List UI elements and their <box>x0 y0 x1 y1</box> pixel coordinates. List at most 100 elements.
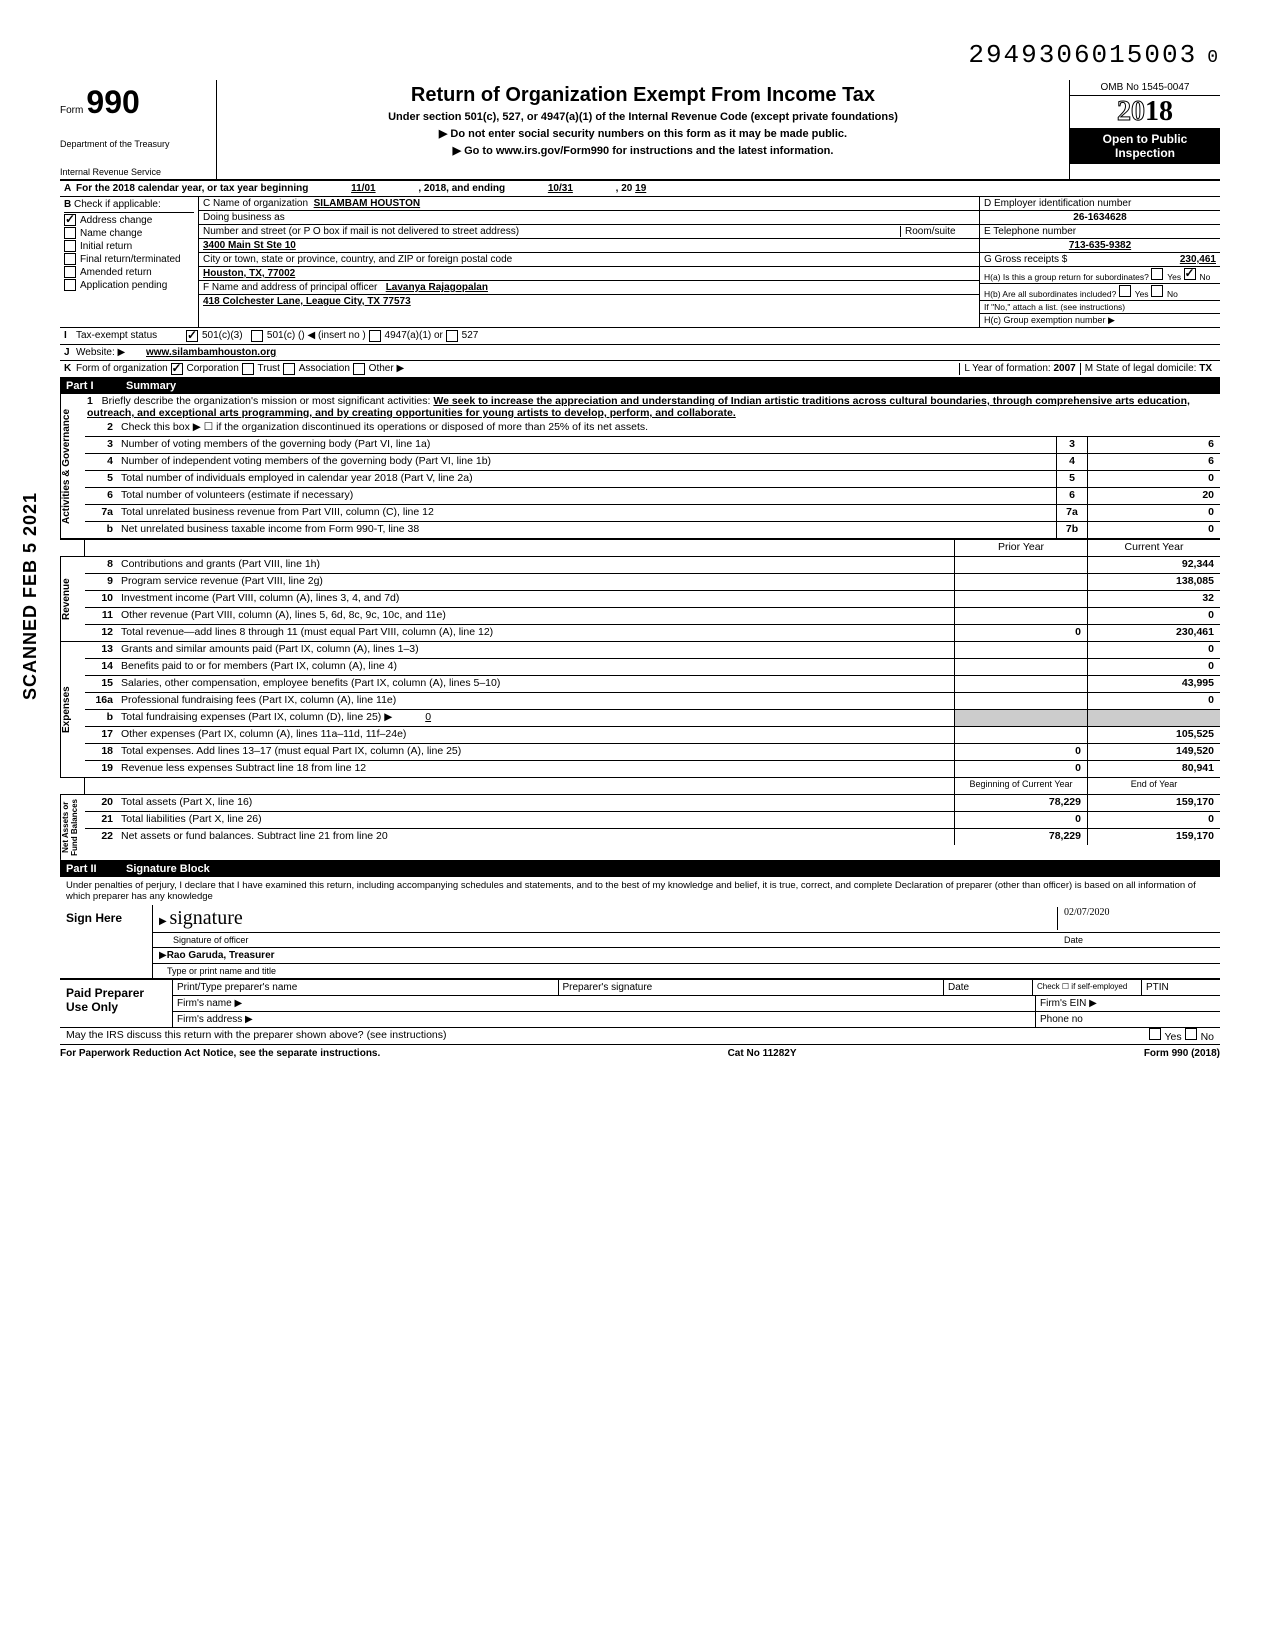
city-label: City or town, state or province, country… <box>199 253 979 267</box>
may-irs-no[interactable] <box>1185 1028 1197 1040</box>
val-18c: 149,520 <box>1087 744 1220 760</box>
ha-label: H(a) Is this a group return for subordin… <box>984 272 1149 282</box>
street-address: 3400 Main St Ste 10 <box>199 239 979 253</box>
cb-other[interactable] <box>353 363 365 375</box>
cb-501c3[interactable] <box>186 330 198 342</box>
may-irs-yes[interactable] <box>1149 1028 1161 1040</box>
section-expenses: Expenses 13Grants and similar amounts pa… <box>60 642 1220 778</box>
val-13c: 0 <box>1087 642 1220 658</box>
dom-value: TX <box>1199 363 1212 374</box>
form-number: 990 <box>86 84 139 120</box>
lbl-501c: 501(c) ( <box>267 330 301 342</box>
cb-assoc[interactable] <box>283 363 295 375</box>
tel-label: E Telephone number <box>980 225 1220 239</box>
line-12: Total revenue—add lines 8 through 11 (mu… <box>119 625 954 641</box>
line-22: Net assets or fund balances. Subtract li… <box>119 829 954 845</box>
cb-501c[interactable] <box>251 330 263 342</box>
line-14: Benefits paid to or for members (Part IX… <box>119 659 954 675</box>
line-16a: Professional fundraising fees (Part IX, … <box>119 693 954 709</box>
line-20: Total assets (Part X, line 16) <box>119 795 954 811</box>
val-19p: 0 <box>954 761 1087 777</box>
cb-trust[interactable] <box>242 363 254 375</box>
section-net-assets: Net Assets orFund Balances 20Total asset… <box>60 795 1220 861</box>
cb-4947[interactable] <box>369 330 381 342</box>
firm-phone-label: Phone no <box>1036 1012 1220 1027</box>
may-irs-text: May the IRS discuss this return with the… <box>60 1028 1094 1044</box>
yof-label: L Year of formation: <box>964 363 1050 374</box>
val-10p <box>954 591 1087 607</box>
yof-value: 2007 <box>1053 363 1075 374</box>
vtab-expenses: Expenses <box>60 642 85 777</box>
room-label: Room/suite <box>900 226 975 237</box>
hno-text: If "No," attach a list. (see instruction… <box>980 301 1220 314</box>
line-16b: Total fundraising expenses (Part IX, col… <box>121 711 392 723</box>
cb-corp[interactable] <box>171 363 183 375</box>
line-10: Investment income (Part VIII, column (A)… <box>119 591 954 607</box>
form-title-block: Return of Organization Exempt From Incom… <box>217 80 1070 179</box>
checkbox-pending[interactable] <box>64 279 76 291</box>
val-19c: 80,941 <box>1087 761 1220 777</box>
doc-number-suffix: 0 <box>1207 48 1220 68</box>
hb-label: H(b) Are all subordinates included? <box>984 289 1116 299</box>
gross-value: 230,461 <box>1180 254 1216 265</box>
checkbox-name-change[interactable] <box>64 227 76 239</box>
val-6: 20 <box>1087 488 1220 504</box>
hdr-begin-year: Beginning of Current Year <box>954 778 1087 794</box>
preparer-header: Paid Preparer Use Only <box>60 980 173 1027</box>
line-5: Total number of individuals employed in … <box>119 471 1056 487</box>
dept-treasury: Department of the Treasury <box>60 139 210 149</box>
sig-date: 02/07/2020 <box>1057 907 1214 930</box>
tax-year-begin: 11/01 <box>311 183 415 194</box>
form-label: Form <box>60 105 83 116</box>
hb-no[interactable] <box>1151 285 1163 297</box>
omb-number: OMB No 1545-0047 <box>1070 80 1220 96</box>
val-8p <box>954 557 1087 573</box>
val-20b: 78,229 <box>954 795 1087 811</box>
firm-name-label: Firm's name ▶ <box>173 996 1036 1011</box>
lbl-initial-return: Initial return <box>80 241 132 252</box>
part-2-title: Signature Block <box>126 863 210 875</box>
val-18p: 0 <box>954 744 1087 760</box>
signature-block: Under penalties of perjury, I declare th… <box>60 877 1220 979</box>
val-17c: 105,525 <box>1087 727 1220 743</box>
prep-ptin-label: PTIN <box>1142 980 1220 995</box>
cb-527[interactable] <box>446 330 458 342</box>
mission-label: Briefly describe the organization's miss… <box>102 395 431 407</box>
prep-self-employed: Check ☐ if self-employed <box>1033 980 1142 995</box>
val-4: 6 <box>1087 454 1220 470</box>
val-11p <box>954 608 1087 624</box>
footer-row: For Paperwork Reduction Act Notice, see … <box>60 1045 1220 1062</box>
val-10c: 32 <box>1087 591 1220 607</box>
ha-yes[interactable] <box>1151 268 1163 280</box>
printed-name-label: Type or print name and title <box>153 964 1220 978</box>
col-b-header: Check if applicable: <box>74 199 161 210</box>
val-16ac: 0 <box>1087 693 1220 709</box>
column-c-org-info: C Name of organization SILAMBAM HOUSTON … <box>199 197 980 327</box>
val-8c: 92,344 <box>1087 557 1220 573</box>
checkbox-initial-return[interactable] <box>64 240 76 252</box>
lbl-corp: Corporation <box>187 363 239 375</box>
doc-number-main: 2949306015003 <box>968 40 1197 70</box>
vtab-activities: Activities & Governance <box>60 394 85 538</box>
prep-name-label: Print/Type preparer's name <box>173 980 559 995</box>
sig-date-label: Date <box>1058 935 1214 945</box>
line-8: Contributions and grants (Part VIII, lin… <box>119 557 954 573</box>
val-21b: 0 <box>954 812 1087 828</box>
inspection-notice: Open to Public Inspection <box>1070 128 1220 164</box>
subtitle-3: ▶ Go to www.irs.gov/Form990 for instruct… <box>225 144 1061 157</box>
part-1-num: Part I <box>66 380 126 392</box>
val-9c: 138,085 <box>1087 574 1220 590</box>
checkbox-amended[interactable] <box>64 266 76 278</box>
checkbox-address-change[interactable] <box>64 214 76 226</box>
val-3: 6 <box>1087 437 1220 453</box>
lbl-527: 527 <box>462 330 479 342</box>
hb-yes[interactable] <box>1119 285 1131 297</box>
vtab-net-assets: Net Assets orFund Balances <box>60 795 85 860</box>
ein-value: 26-1634628 <box>980 211 1220 225</box>
checkbox-final-return[interactable] <box>64 253 76 265</box>
val-15p <box>954 676 1087 692</box>
section-revenue: Revenue 8Contributions and grants (Part … <box>60 557 1220 642</box>
ha-no[interactable] <box>1184 268 1196 280</box>
line-15: Salaries, other compensation, employee b… <box>119 676 954 692</box>
prep-date-label: Date <box>944 980 1033 995</box>
